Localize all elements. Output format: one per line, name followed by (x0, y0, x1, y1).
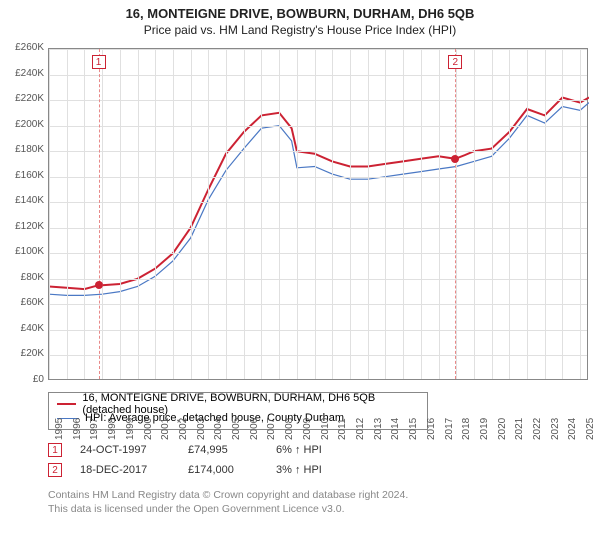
x-axis-label: 2007 (266, 410, 277, 440)
y-axis-label: £220K (8, 93, 44, 104)
x-axis-label: 2000 (143, 410, 154, 440)
event-delta-1: 6% ↑ HPI (276, 444, 322, 456)
x-axis-label: 2010 (320, 410, 331, 440)
y-axis-label: £200K (8, 119, 44, 130)
chart-container: 16, MONTEIGNE DRIVE, BOWBURN, DURHAM, DH… (0, 0, 600, 560)
y-axis-label: £60K (8, 297, 44, 308)
y-axis-label: £120K (8, 221, 44, 232)
x-axis-label: 2016 (426, 410, 437, 440)
event-price-1: £74,995 (188, 444, 258, 456)
x-axis-label: 2012 (355, 410, 366, 440)
event-price-dot (95, 281, 103, 289)
event-badge-2: 2 (48, 463, 62, 477)
y-axis-label: £240K (8, 68, 44, 79)
chart-title: 16, MONTEIGNE DRIVE, BOWBURN, DURHAM, DH… (0, 0, 600, 21)
footer: Contains HM Land Registry data © Crown c… (48, 488, 408, 516)
event-row-1: 1 24-OCT-1997 £74,995 6% ↑ HPI (48, 440, 322, 460)
y-axis-label: £140K (8, 195, 44, 206)
y-axis-label: £100K (8, 246, 44, 257)
plot-area: 12 (48, 48, 588, 380)
x-axis-label: 2013 (373, 410, 384, 440)
y-axis-label: £160K (8, 170, 44, 181)
event-row-2: 2 18-DEC-2017 £174,000 3% ↑ HPI (48, 460, 322, 480)
x-axis-label: 2003 (196, 410, 207, 440)
event-price-dot (451, 155, 459, 163)
y-axis-label: £80K (8, 272, 44, 283)
x-axis-label: 2001 (160, 410, 171, 440)
x-axis-label: 1996 (72, 410, 83, 440)
event-marker-box: 1 (92, 55, 106, 69)
x-axis-label: 2019 (479, 410, 490, 440)
x-axis-label: 1995 (54, 410, 65, 440)
event-date-2: 18-DEC-2017 (80, 464, 170, 476)
legend-row-subject: 16, MONTEIGNE DRIVE, BOWBURN, DURHAM, DH… (57, 397, 419, 411)
x-axis-label: 1999 (125, 410, 136, 440)
x-axis-label: 2018 (461, 410, 472, 440)
legend-swatch-subject (57, 403, 76, 405)
x-axis-label: 2002 (178, 410, 189, 440)
event-date-1: 24-OCT-1997 (80, 444, 170, 456)
x-axis-label: 2015 (408, 410, 419, 440)
series-hpi (49, 103, 589, 296)
x-axis-label: 2021 (514, 410, 525, 440)
y-axis-label: £180K (8, 144, 44, 155)
x-axis-label: 1997 (89, 410, 100, 440)
x-axis-label: 1998 (107, 410, 118, 440)
y-axis-label: £0 (8, 374, 44, 385)
event-price-2: £174,000 (188, 464, 258, 476)
footer-line-2: This data is licensed under the Open Gov… (48, 502, 408, 516)
x-axis-label: 2005 (231, 410, 242, 440)
x-axis-label: 2008 (284, 410, 295, 440)
event-marker-box: 2 (448, 55, 462, 69)
event-details: 1 24-OCT-1997 £74,995 6% ↑ HPI 2 18-DEC-… (48, 440, 322, 480)
x-axis-label: 2017 (444, 410, 455, 440)
x-axis-label: 2020 (497, 410, 508, 440)
event-delta-2: 3% ↑ HPI (276, 464, 322, 476)
x-axis-label: 2023 (550, 410, 561, 440)
y-axis-label: £260K (8, 42, 44, 53)
x-axis-label: 2025 (585, 410, 596, 440)
event-badge-1: 1 (48, 443, 62, 457)
chart-subtitle: Price paid vs. HM Land Registry's House … (0, 21, 600, 41)
y-axis-label: £20K (8, 348, 44, 359)
x-axis-label: 2024 (567, 410, 578, 440)
y-axis-label: £40K (8, 323, 44, 334)
x-axis-label: 2004 (213, 410, 224, 440)
x-axis-label: 2022 (532, 410, 543, 440)
line-canvas (49, 49, 589, 381)
x-axis-label: 2006 (249, 410, 260, 440)
x-axis-label: 2009 (302, 410, 313, 440)
footer-line-1: Contains HM Land Registry data © Crown c… (48, 488, 408, 502)
x-axis-label: 2014 (390, 410, 401, 440)
x-axis-label: 2011 (337, 410, 348, 440)
